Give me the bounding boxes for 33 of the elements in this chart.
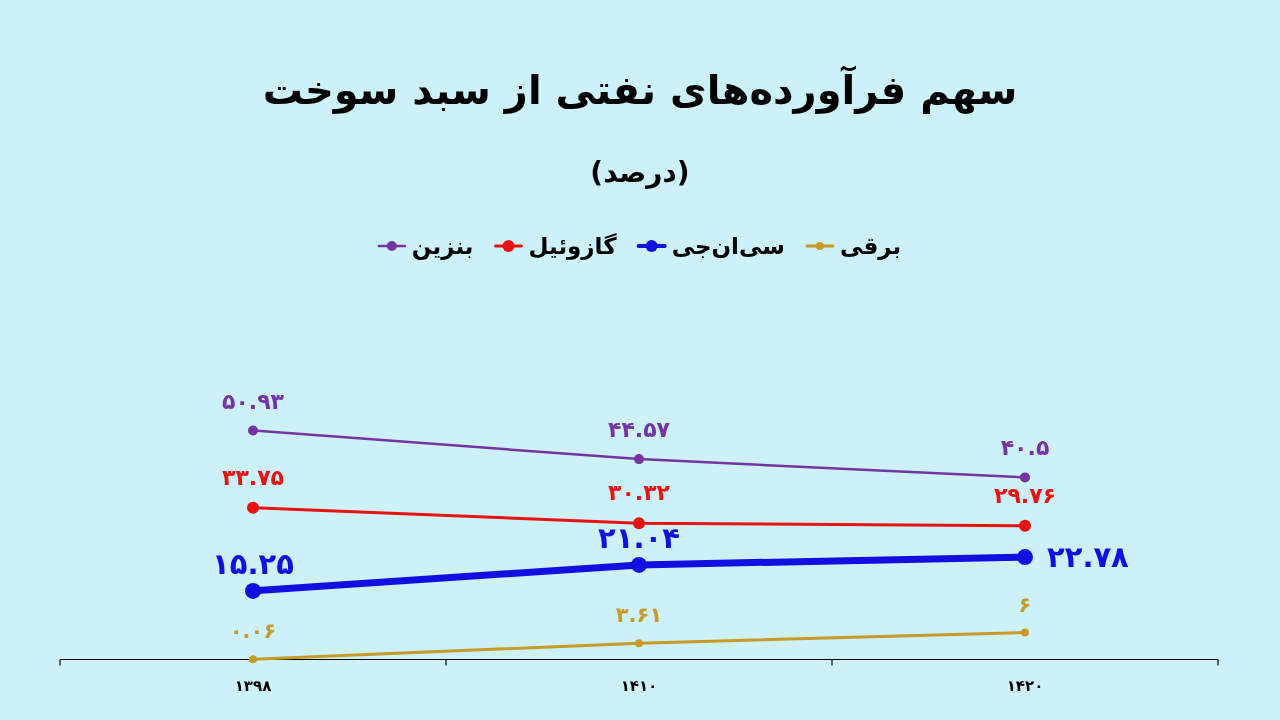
- point: [1019, 519, 1031, 532]
- data-label: ۴۰.۵: [1000, 435, 1050, 461]
- data-label: ۶: [1018, 592, 1032, 617]
- legend-label: سی‌ان‌جی: [671, 233, 785, 259]
- x-tick-label: ۱۴۲۰: [1006, 677, 1044, 695]
- point: [631, 556, 647, 573]
- point: [247, 501, 259, 514]
- legend-label: گازوئیل: [528, 233, 618, 260]
- x-tick-label: ۱۴۱۰: [620, 677, 658, 695]
- data-label: ۳۳.۷۵: [221, 464, 285, 490]
- data-label: ۳.۶۱: [615, 603, 663, 628]
- point: [634, 454, 644, 465]
- legend-label: برقی: [839, 233, 902, 260]
- data-label: ۲۱.۰۴: [598, 520, 680, 555]
- subtitle: (درصد): [590, 156, 690, 189]
- point: [633, 517, 645, 530]
- point: [1020, 472, 1030, 483]
- point: [249, 655, 257, 664]
- point: [1021, 628, 1029, 637]
- title: سهم فرآورده‌های نفتی از سبد سوخت: [262, 67, 1018, 113]
- data-label: ۲۹.۷۶: [993, 482, 1057, 508]
- point: [1017, 549, 1033, 566]
- x-tick-label: ۱۳۹۸: [234, 677, 272, 695]
- point: [248, 425, 258, 436]
- data-label: ۰.۰۶: [229, 619, 277, 644]
- data-label: ۴۴.۵۷: [607, 417, 671, 443]
- point: [245, 582, 261, 599]
- data-label: ۲۲.۷۸: [1047, 540, 1130, 575]
- legend-label: بنزین: [411, 233, 474, 260]
- data-label: ۵۰.۹۳: [221, 388, 285, 414]
- point: [635, 639, 643, 648]
- data-label: ۱۵.۲۵: [212, 546, 294, 581]
- data-label: ۳۰.۳۲: [607, 480, 671, 506]
